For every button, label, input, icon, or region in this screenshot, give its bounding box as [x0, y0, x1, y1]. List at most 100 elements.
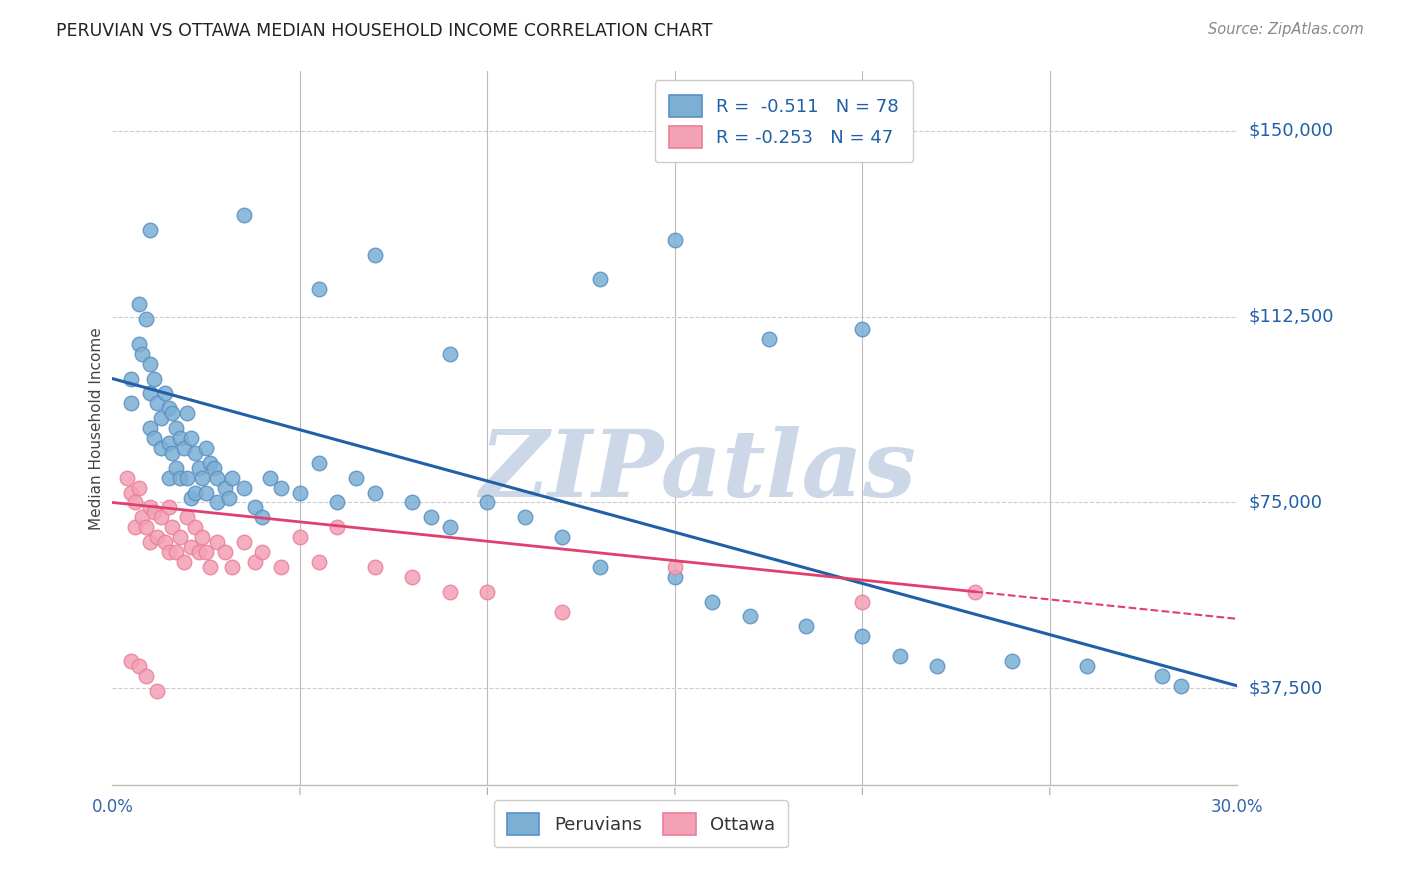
Point [308, 555, 330, 569]
Point [326, 495, 349, 509]
Point [150, 510, 173, 524]
Point [169, 530, 191, 544]
Point [195, 441, 218, 455]
Point [214, 545, 236, 559]
Point [794, 619, 817, 633]
Y-axis label: Median Household Income: Median Household Income [89, 326, 104, 530]
Point [195, 545, 218, 559]
Point [139, 386, 162, 401]
Point [477, 584, 499, 599]
Point [207, 495, 229, 509]
Point [180, 431, 202, 445]
Point [128, 337, 150, 351]
Point [162, 406, 184, 420]
Point [169, 471, 191, 485]
Point [202, 460, 225, 475]
Point [176, 510, 198, 524]
Point [758, 332, 780, 346]
Point [150, 441, 173, 455]
Point [364, 248, 387, 262]
Point [401, 570, 423, 584]
Point [124, 520, 146, 534]
Point [851, 594, 873, 608]
Text: $112,500: $112,500 [1249, 308, 1334, 326]
Point [270, 481, 292, 495]
Point [120, 654, 142, 668]
Point [243, 500, 266, 515]
Point [157, 436, 180, 450]
Point [288, 485, 311, 500]
Point [364, 560, 387, 574]
Point [308, 456, 330, 470]
Point [173, 555, 195, 569]
Text: PERUVIAN VS OTTAWA MEDIAN HOUSEHOLD INCOME CORRELATION CHART: PERUVIAN VS OTTAWA MEDIAN HOUSEHOLD INCO… [56, 22, 713, 40]
Point [165, 460, 187, 475]
Text: ZIPatlas: ZIPatlas [479, 426, 915, 516]
Point [139, 421, 162, 435]
Point [851, 629, 873, 643]
Point [198, 560, 221, 574]
Point [439, 584, 461, 599]
Point [738, 609, 761, 624]
Point [1001, 654, 1024, 668]
Point [139, 357, 162, 371]
Point [142, 505, 165, 519]
Legend: Peruvians, Ottawa: Peruvians, Ottawa [495, 800, 787, 847]
Point [153, 535, 176, 549]
Point [187, 460, 209, 475]
Point [243, 555, 266, 569]
Point [187, 545, 209, 559]
Point [513, 510, 536, 524]
Point [259, 471, 281, 485]
Point [889, 649, 911, 664]
Point [146, 396, 169, 410]
Point [551, 530, 574, 544]
Point [207, 471, 229, 485]
Point [221, 471, 243, 485]
Point [252, 545, 274, 559]
Point [131, 347, 153, 361]
Point [157, 500, 180, 515]
Point [176, 471, 198, 485]
Point [157, 401, 180, 416]
Point [1170, 679, 1192, 693]
Point [664, 560, 686, 574]
Point [180, 491, 202, 505]
Point [589, 560, 612, 574]
Point [142, 371, 165, 385]
Point [252, 510, 274, 524]
Point [139, 535, 162, 549]
Point [195, 485, 218, 500]
Point [153, 386, 176, 401]
Point [308, 282, 330, 296]
Point [150, 411, 173, 425]
Point [184, 520, 207, 534]
Point [326, 520, 349, 534]
Point [135, 669, 157, 683]
Point [214, 481, 236, 495]
Point [180, 540, 202, 554]
Point [420, 510, 443, 524]
Point [146, 530, 169, 544]
Point [963, 584, 986, 599]
Point [157, 545, 180, 559]
Point [142, 431, 165, 445]
Point [191, 471, 214, 485]
Point [927, 659, 949, 673]
Point [184, 446, 207, 460]
Point [439, 347, 461, 361]
Point [176, 406, 198, 420]
Point [207, 535, 229, 549]
Point [135, 520, 157, 534]
Point [439, 520, 461, 534]
Point [477, 495, 499, 509]
Point [128, 659, 150, 673]
Point [232, 481, 254, 495]
Point [169, 431, 191, 445]
Point [120, 485, 142, 500]
Point [589, 272, 612, 286]
Text: $37,500: $37,500 [1249, 680, 1323, 698]
Point [128, 297, 150, 311]
Point [364, 485, 387, 500]
Point [135, 312, 157, 326]
